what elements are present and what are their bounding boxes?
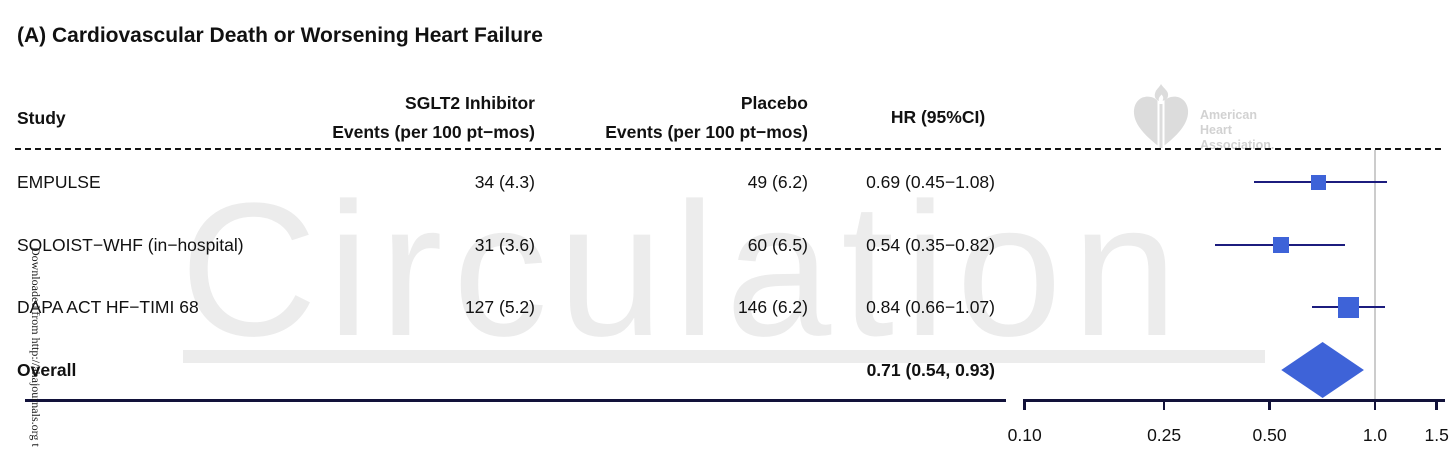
overall-label: Overall (17, 360, 77, 380)
header-separator-dashed-line (15, 148, 1443, 150)
reference-line-hr-1 (1374, 150, 1376, 400)
sglt2-events-value: 127 (5.2) (464, 297, 535, 317)
hr-point-estimate-square (1273, 237, 1290, 253)
study-name: DAPA ACT HF−TIMI 68 (17, 297, 199, 317)
placebo-events-value: 146 (6.2) (737, 297, 808, 317)
figure-title: (A) Cardiovascular Death or Worsening He… (17, 24, 543, 47)
placebo-events-value: 60 (6.5) (747, 235, 808, 255)
x-axis-tick-label: 1.0 (1362, 425, 1388, 445)
study-name: SOLOIST−WHF (in−hospital) (17, 235, 244, 255)
x-axis-tick (1023, 399, 1026, 410)
hr-point-estimate-square (1311, 174, 1327, 190)
aha-text-line1: American (1200, 108, 1257, 122)
x-axis-tick-label: 0.10 (1007, 425, 1042, 445)
column-header-placebo-events: Placebo Events (per 100 pt−mos) (605, 93, 808, 142)
placebo-events-value: 49 (6.2) (747, 172, 808, 192)
column-header-hr: HR (95%CI) (890, 107, 986, 127)
journal-watermark-underline (183, 350, 1265, 363)
x-axis-tick-label: 0.50 (1252, 425, 1287, 445)
x-axis-tick (1162, 399, 1166, 410)
aha-text-line2: Heart (1200, 123, 1232, 137)
sglt2-events-value: 31 (3.6) (474, 235, 535, 255)
x-axis-tick (1435, 399, 1438, 410)
study-name: EMPULSE (17, 172, 101, 192)
x-axis-line (1024, 399, 1445, 402)
journal-watermark: Circulation (180, 164, 1188, 376)
x-axis-tick-label: 1.5 (1424, 425, 1449, 445)
column-header-sglt2-events: SGLT2 Inhibitor Events (per 100 pt−mos) (332, 93, 535, 142)
download-notice: Downloaded from http://ahajournals.org t (29, 247, 43, 447)
sglt2-events-value: 34 (4.3) (474, 172, 535, 192)
x-axis-tick (1373, 399, 1377, 410)
column-header-study: Study (17, 108, 66, 128)
heart-torch-icon (1128, 84, 1194, 159)
x-axis-tick (1268, 399, 1271, 410)
hr-point-estimate-square (1337, 296, 1359, 318)
x-axis-tick-label: 0.25 (1147, 425, 1182, 445)
hr-ci-value: 0.84 (0.66−1.07) (866, 297, 995, 317)
table-bottom-line (25, 399, 1006, 402)
hr-ci-value: 0.69 (0.45−1.08) (866, 172, 995, 192)
overall-hr-value: 0.71 (0.54, 0.93) (866, 360, 995, 380)
overall-diamond-marker (1281, 342, 1364, 398)
hr-ci-value: 0.54 (0.35−0.82) (866, 235, 995, 255)
